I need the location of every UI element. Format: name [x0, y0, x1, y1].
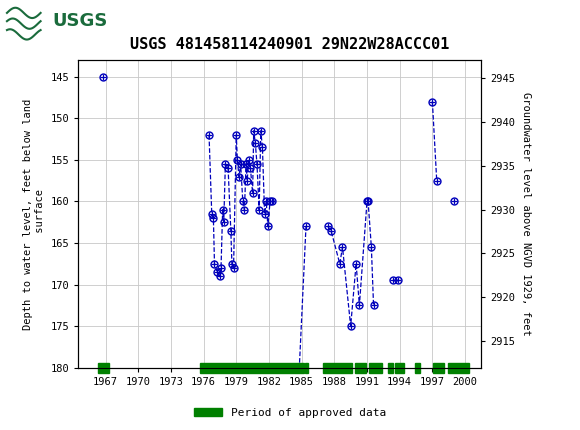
Bar	[3, 3, 102, 40]
Text: USGS 481458114240901 29N22W28ACCC01: USGS 481458114240901 29N22W28ACCC01	[130, 37, 450, 52]
Y-axis label: Groundwater level above NGVD 1929, feet: Groundwater level above NGVD 1929, feet	[521, 92, 531, 336]
Bar	[306, 362, 308, 373]
Bar	[200, 362, 304, 373]
Bar	[324, 362, 351, 373]
Legend: Period of approved data: Period of approved data	[190, 403, 390, 422]
Bar	[369, 362, 382, 373]
Bar	[433, 362, 444, 373]
Bar	[98, 362, 109, 373]
Bar	[448, 362, 469, 373]
Text: USGS: USGS	[52, 12, 107, 31]
Y-axis label: Depth to water level, feet below land
 surface: Depth to water level, feet below land su…	[23, 98, 45, 329]
Bar	[415, 362, 420, 373]
Bar	[355, 362, 366, 373]
Bar	[387, 362, 393, 373]
Bar	[396, 362, 404, 373]
